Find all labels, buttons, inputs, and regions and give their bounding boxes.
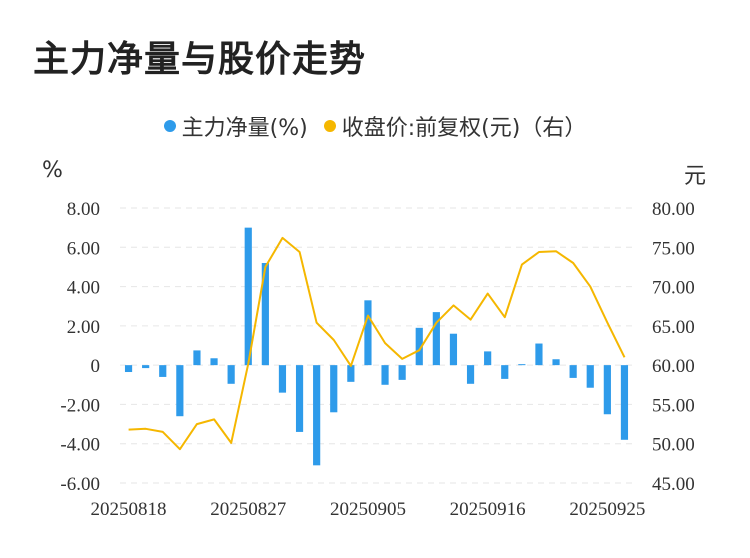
y-right-tick-label: 65.00 (652, 317, 695, 338)
x-tick-label: 20250925 (569, 499, 645, 520)
x-tick-label: 20250827 (210, 499, 286, 520)
y-right-tick-label: 45.00 (652, 474, 695, 495)
y-left-tick-label: 0 (91, 356, 101, 377)
legend-line-label: 收盘价:前复权(元)（右） (341, 116, 587, 141)
legend: 主力净量(%) 收盘价:前复权(元)（右） (0, 110, 750, 142)
bar (381, 365, 389, 385)
bar (415, 327, 423, 366)
bar (227, 365, 235, 384)
bar (295, 365, 304, 432)
bar (261, 263, 269, 366)
bar (398, 365, 406, 380)
y-left-tick-label: 4.00 (67, 278, 100, 299)
y-right-tick-label: 75.00 (652, 238, 695, 259)
y-right-tick-label: 80.00 (652, 199, 695, 220)
bar (159, 365, 167, 377)
y-left-tick-label: 2.00 (67, 317, 100, 338)
bar (552, 359, 560, 366)
y-left-tick-label: 8.00 (67, 199, 100, 220)
y-left-tick-label: -6.00 (60, 474, 100, 495)
bar (501, 365, 509, 379)
bar (330, 365, 338, 413)
bar (620, 365, 629, 440)
y-left-tick-label: -2.00 (60, 395, 100, 416)
bar (432, 312, 440, 366)
legend-item-line[interactable]: 收盘价:前复权(元)（右） (323, 110, 587, 142)
legend-bar-label: 主力净量(%) (181, 116, 308, 141)
legend-bar-marker (163, 120, 176, 132)
bar (210, 358, 218, 366)
bar (142, 365, 150, 369)
y-right-tick-label: 70.00 (652, 278, 695, 299)
bar (466, 365, 475, 384)
bar (449, 333, 458, 366)
bar (569, 365, 577, 378)
bar (586, 365, 594, 388)
bar (518, 364, 526, 366)
x-tick-label: 20250916 (450, 499, 526, 520)
right-axis-unit: 元 (684, 164, 707, 189)
y-right-tick-label: 60.00 (652, 356, 695, 377)
y-left-tick-label: 6.00 (67, 238, 100, 259)
left-axis-unit: % (42, 158, 63, 183)
bar (313, 365, 321, 466)
bar (244, 227, 252, 366)
bar (193, 350, 201, 366)
legend-item-bar[interactable]: 主力净量(%) (163, 110, 308, 142)
bar (176, 365, 184, 417)
chart-title: 主力净量与股价走势 (33, 39, 367, 80)
bar (278, 365, 287, 393)
bar (603, 365, 611, 415)
bar (347, 365, 355, 382)
x-tick-label: 20250818 (91, 499, 167, 520)
legend-line-marker (323, 120, 336, 132)
bar (484, 351, 492, 366)
price-line (128, 236, 626, 451)
y-right-tick-label: 50.00 (652, 435, 695, 456)
bar (124, 365, 133, 373)
x-tick-label: 20250905 (330, 499, 406, 520)
bar (535, 343, 543, 366)
bar (364, 300, 372, 366)
y-left-tick-label: -4.00 (60, 435, 100, 456)
y-right-tick-label: 55.00 (652, 395, 695, 416)
